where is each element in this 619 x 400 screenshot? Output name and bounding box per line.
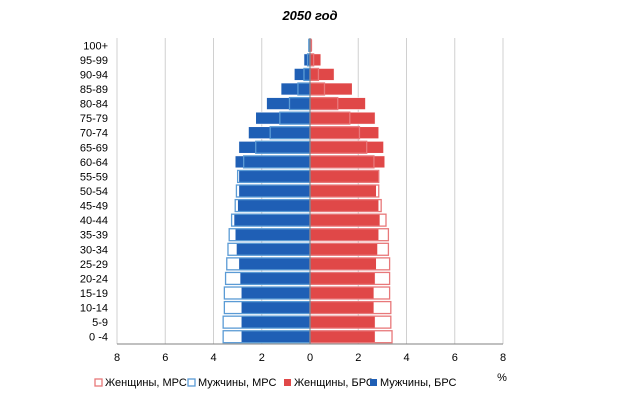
bar-female-filled [309, 170, 380, 183]
bar-male-filled [233, 213, 311, 227]
y-tick-label: 85-89 [80, 84, 108, 96]
legend: Женщины, МРС Мужчины, МРС Женщины, БРС Мужч… [94, 377, 457, 389]
bar-male-filled [237, 199, 311, 212]
bar-female-filled [309, 53, 322, 67]
legend-label: Мужчины, МРС [198, 377, 276, 389]
bar-male-filled [234, 155, 311, 169]
x-tick-label: 2 [259, 352, 265, 364]
bar-male-filled [266, 97, 311, 110]
y-tick-label: 20-24 [80, 273, 108, 285]
x-axis-label: % [497, 372, 507, 384]
x-tick-label: 4 [210, 352, 216, 364]
bar-male-filled [248, 126, 311, 139]
bar-male-filled [240, 301, 311, 314]
y-tick-label: 75-79 [80, 113, 108, 125]
bar-female-filled [309, 184, 377, 198]
bar-female-filled [309, 257, 377, 271]
bar-female-filled [309, 228, 380, 241]
bar-male-filled [238, 170, 311, 183]
bar-male-filled [255, 111, 311, 125]
y-tick-label: 50-54 [80, 186, 108, 198]
x-tick-label: 8 [114, 352, 120, 364]
bar-male-filled [234, 228, 311, 241]
y-tick-label: 100+ [83, 40, 108, 52]
y-tick-label: 15-19 [80, 288, 108, 300]
x-tick-label: 6 [452, 352, 458, 364]
y-tick-label: 10-14 [80, 303, 108, 315]
x-tick-label: 2 [355, 352, 361, 364]
legend-marker [284, 379, 291, 386]
legend-label: Мужчины, БРС [380, 377, 457, 389]
bar-female-filled [309, 141, 384, 154]
legend-label: Женщины, БРС [294, 377, 374, 389]
y-tick-label: 90-94 [80, 69, 108, 81]
y-tick-label: 80-84 [80, 99, 108, 111]
x-tick-label: 0 [307, 352, 313, 364]
bar-male-filled [240, 315, 311, 329]
bar-female-filled [309, 315, 376, 329]
bars [222, 38, 393, 344]
legend-label: Женщины, МРС [105, 377, 187, 389]
x-tick-label: 8 [500, 352, 506, 364]
x-tick-label: 6 [162, 352, 168, 364]
bar-female-filled [309, 199, 380, 212]
bar-female-filled [309, 286, 375, 300]
bar-male-filled [236, 243, 311, 256]
bar-male-filled [240, 286, 311, 300]
bar-male-filled [240, 330, 311, 343]
y-tick-label: 5-9 [92, 317, 108, 329]
bar-male-filled [238, 141, 311, 154]
bar-male-filled [294, 68, 311, 81]
bar-male-filled [238, 257, 311, 271]
y-tick-label: 95-99 [80, 55, 108, 67]
bar-female-filled [309, 330, 376, 343]
y-tick-label: 0 -4 [89, 332, 108, 344]
y-tick-label: 25-29 [80, 259, 108, 271]
bar-female-filled [309, 82, 353, 96]
chart-title: 2050 год [281, 8, 337, 23]
x-tick-label: 4 [403, 352, 409, 364]
y-tick-label: 60-64 [80, 157, 108, 169]
bar-female-filled [309, 301, 375, 314]
y-tick-label: 70-74 [80, 128, 108, 140]
bar-male-filled [239, 272, 311, 285]
bar-male-filled [280, 82, 311, 96]
bar-female-filled [309, 213, 381, 227]
bar-female-filled [309, 243, 378, 256]
legend-marker [94, 378, 103, 387]
y-tick-label: 45-49 [80, 201, 108, 213]
y-tick-label: 55-59 [80, 171, 108, 183]
y-tick-label: 30-34 [80, 244, 108, 256]
legend-marker [187, 378, 196, 387]
bar-male-filled [238, 184, 311, 198]
axes: 8 6 4 2 0 2 4 6 8 0 -4 5-9 10-14 15-19 20-24 25-29 30-3… [80, 38, 506, 364]
bar-female-filled [309, 68, 335, 81]
bar-female-filled [309, 126, 380, 139]
bar-female-filled [309, 111, 376, 125]
bar-female-filled [309, 272, 376, 285]
y-tick-label: 65-69 [80, 142, 108, 154]
y-tick-label: 40-44 [80, 215, 108, 227]
y-tick-label: 35-39 [80, 230, 108, 242]
legend-marker [370, 379, 377, 386]
